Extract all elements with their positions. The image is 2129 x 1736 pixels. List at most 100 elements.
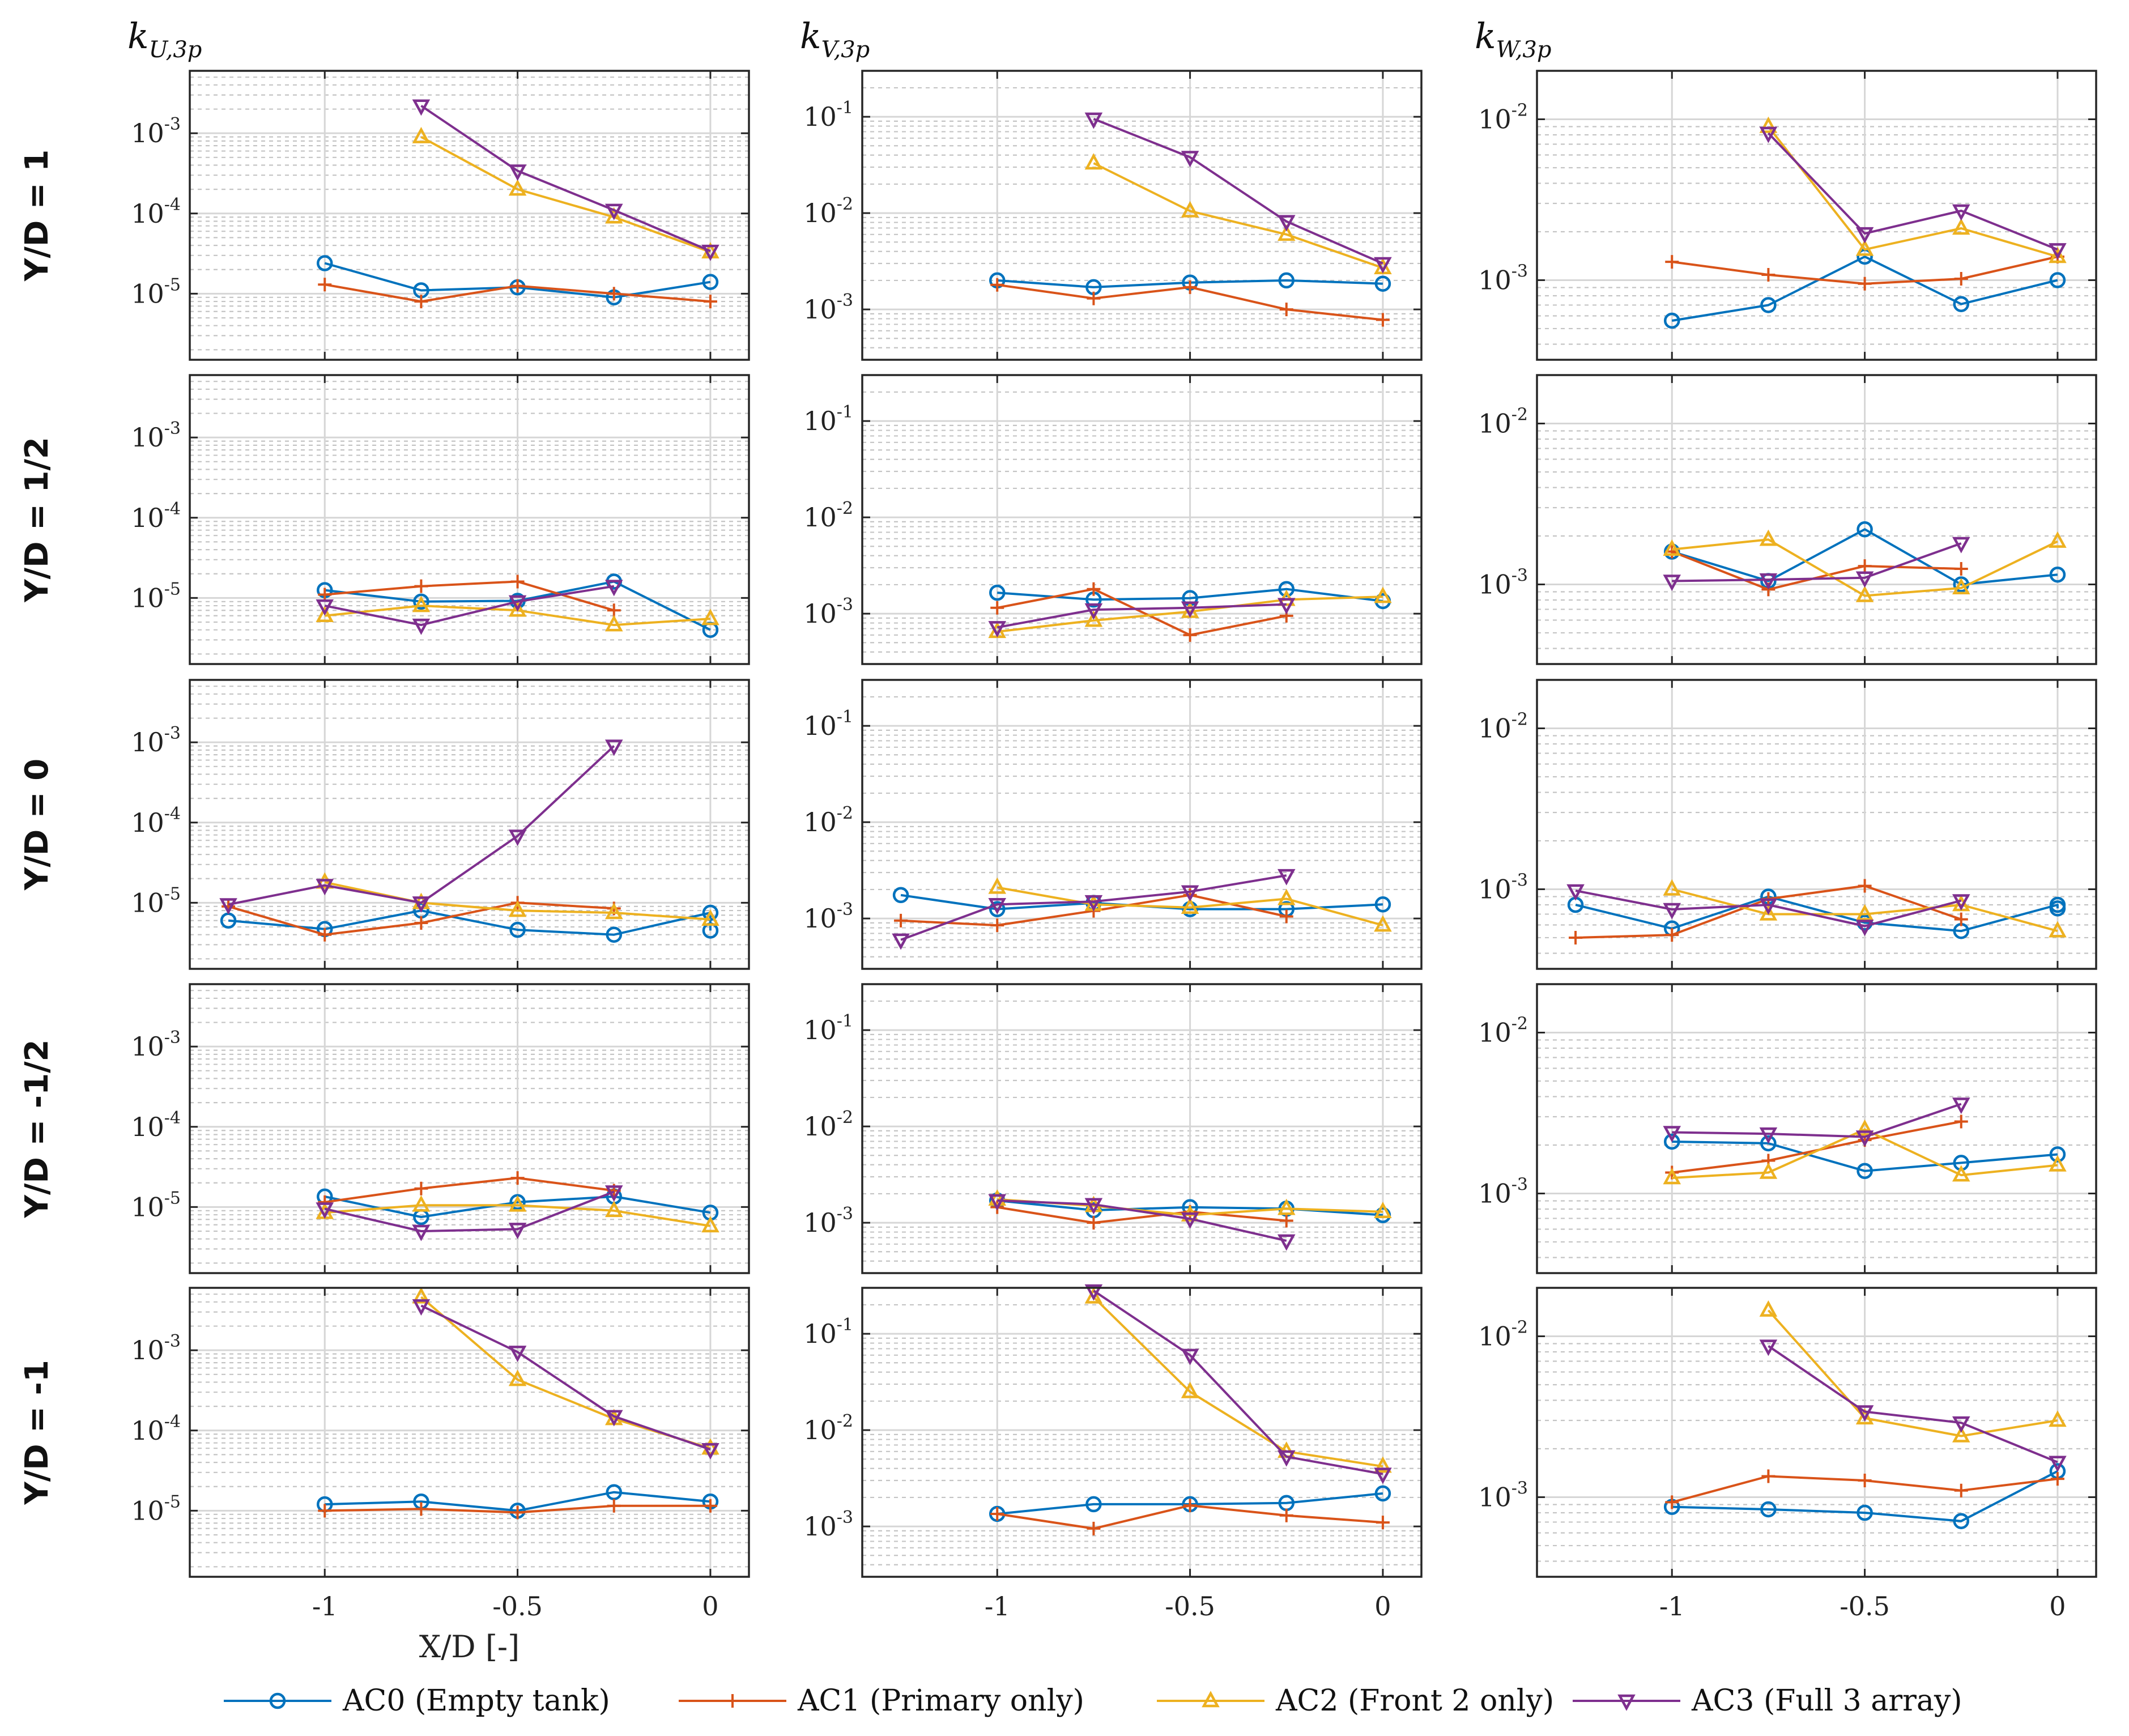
y-tick-exponent: -3 xyxy=(164,114,181,134)
y-tick-label: 10-3 xyxy=(1478,870,1528,904)
y-tick-label: 10-3 xyxy=(131,724,181,758)
data-point-AC1 xyxy=(510,575,525,589)
series-line-AC3 xyxy=(228,745,615,906)
plot-frame xyxy=(189,1287,750,1578)
series-AC3 xyxy=(1759,1339,2067,1473)
series-AC3 xyxy=(1084,112,1392,274)
grid xyxy=(1537,375,2096,664)
panel-kV,3p-row-2: 10-310-210-1 xyxy=(803,374,1423,665)
data-point-AC3 xyxy=(1855,1130,1874,1147)
data-point-AC1 xyxy=(1279,1508,1293,1522)
y-tick-base: 10 xyxy=(1478,1321,1511,1351)
x-tick-label: -0.5 xyxy=(1840,1591,1890,1622)
series-line-AC3 xyxy=(1575,890,1962,927)
series-AC3 xyxy=(988,598,1296,638)
legend-marker xyxy=(1202,1691,1220,1708)
y-tick-label: 10-3 xyxy=(803,900,853,934)
data-point-AC2 xyxy=(1084,1287,1103,1304)
data-point-AC3 xyxy=(412,896,431,913)
data-point-AC0 xyxy=(2049,1146,2066,1163)
data-point-AC1 xyxy=(414,295,428,309)
series-AC3 xyxy=(1663,537,1970,592)
y-tick-base: 10 xyxy=(803,101,837,132)
data-point-AC1 xyxy=(414,1502,428,1516)
data-point-AC2 xyxy=(1663,879,1681,896)
series-line-AC3 xyxy=(1768,1345,2058,1463)
data-point-AC3 xyxy=(1663,575,1681,592)
panel-kU,3p-row-4: 10-510-410-3 xyxy=(131,983,750,1274)
y-tick-exponent: -2 xyxy=(1511,405,1528,424)
row-label-3: Y/D = 0 xyxy=(19,759,56,891)
y-tick-label: 10-3 xyxy=(131,1028,181,1062)
grid xyxy=(862,375,1421,665)
data-point-AC1 xyxy=(1279,1214,1293,1228)
data-point-AC3 xyxy=(508,595,527,612)
series-AC3 xyxy=(219,739,623,915)
data-point-AC3 xyxy=(988,621,1007,638)
y-tick-exponent: -5 xyxy=(164,579,181,599)
data-point-AC3 xyxy=(412,99,431,116)
y-tick-base: 10 xyxy=(131,503,164,533)
data-point-AC1 xyxy=(1954,272,1968,286)
data-point-AC3 xyxy=(2049,1456,2067,1473)
data-point-AC0 xyxy=(606,1484,623,1500)
data-point-AC2 xyxy=(1759,904,1778,921)
y-tick-base: 10 xyxy=(131,807,164,838)
y-tick-label: 10-3 xyxy=(1478,1478,1528,1512)
data-point-AC3 xyxy=(219,898,237,915)
y-tick-exponent: -3 xyxy=(1511,1175,1528,1194)
series-line-AC2 xyxy=(325,1204,711,1227)
y-tick-exponent: -2 xyxy=(837,499,853,518)
plot-frame xyxy=(1536,1287,2097,1578)
y-tick-exponent: -3 xyxy=(164,724,181,743)
y-tick-label: 10-4 xyxy=(131,1412,181,1446)
data-point-AC1 xyxy=(414,579,428,593)
y-tick-exponent: -2 xyxy=(1511,100,1528,120)
data-point-AC1 xyxy=(2050,1472,2064,1486)
data-point-AC0 xyxy=(2049,272,2066,288)
series-AC2 xyxy=(1663,529,2067,602)
row-label-1: Y/D = 1 xyxy=(19,150,56,282)
data-point-AC0 xyxy=(989,901,1006,917)
y-tick-label: 10-5 xyxy=(131,579,181,613)
data-point-AC3 xyxy=(988,898,1007,914)
plot-frame xyxy=(189,374,750,665)
x-axis-label: X/D [-] xyxy=(419,1629,520,1665)
data-point-AC1 xyxy=(1954,912,1968,926)
data-point-AC1 xyxy=(1954,1483,1968,1497)
panel-kW,3p-row-3: 10-310-2 xyxy=(1478,679,2097,970)
data-point-AC0 xyxy=(413,593,429,610)
data-point-AC1 xyxy=(703,295,717,309)
data-point-AC1 xyxy=(1665,928,1679,942)
data-point-AC1 xyxy=(510,1171,525,1185)
data-point-AC3 xyxy=(1663,903,1681,920)
data-point-AC2 xyxy=(412,126,431,143)
y-tick-base: 10 xyxy=(803,1415,837,1445)
series-line-AC2 xyxy=(997,886,1383,927)
row-label-2: Y/D = 1/2 xyxy=(19,437,56,603)
data-point-AC1 xyxy=(607,287,621,301)
data-point-AC0 xyxy=(1278,581,1295,597)
series-AC1 xyxy=(318,575,621,618)
data-point-AC1 xyxy=(1665,1495,1679,1509)
ticks: 10-310-210-1 xyxy=(803,71,1421,360)
series-line-AC3 xyxy=(324,1190,615,1232)
y-tick-exponent: -2 xyxy=(1511,709,1528,729)
ticks: 10-510-410-3 xyxy=(131,71,749,360)
data-point-AC2 xyxy=(412,1195,431,1212)
y-tick-base: 10 xyxy=(803,198,837,228)
data-point-AC2 xyxy=(1759,116,1778,133)
data-point-AC1 xyxy=(607,603,621,618)
data-point-AC3 xyxy=(316,1202,334,1219)
series-AC1 xyxy=(990,582,1293,642)
data-point-AC3 xyxy=(412,1299,431,1316)
data-point-AC0 xyxy=(1857,521,1873,538)
plot-frame xyxy=(861,70,1423,361)
series-line-AC2 xyxy=(420,135,711,253)
data-point-AC2 xyxy=(2049,1410,2067,1427)
y-tick-base: 10 xyxy=(803,710,837,741)
series-AC3 xyxy=(412,1299,719,1460)
y-tick-exponent: -5 xyxy=(164,275,181,295)
column-title-1: kU,3p xyxy=(127,15,202,63)
data-point-AC1 xyxy=(318,278,332,292)
